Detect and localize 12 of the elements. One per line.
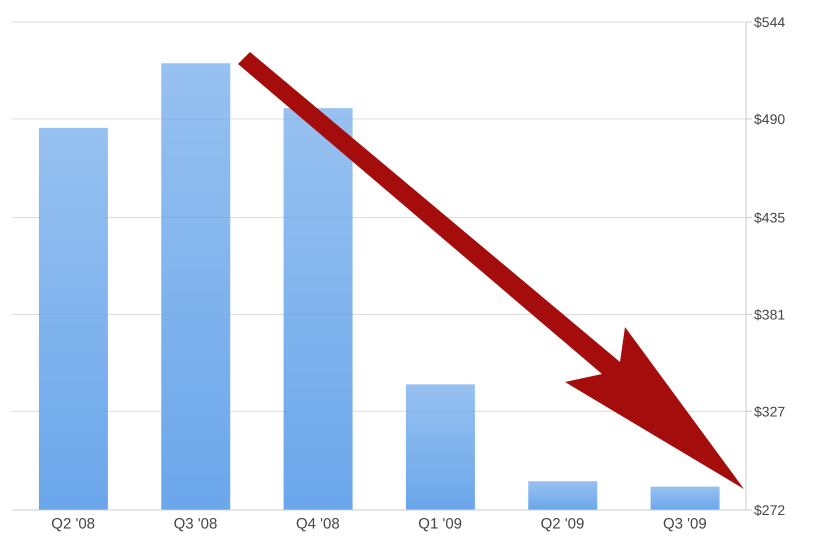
y-tick-label: $435 <box>754 210 786 226</box>
x-tick-label: Q3 '09 <box>662 516 707 533</box>
y-tick-label: $327 <box>754 403 786 420</box>
y-tick-label: $490 <box>754 110 786 127</box>
x-tick-label: Q2 '09 <box>540 516 584 533</box>
x-tick-label: Q1 '09 <box>418 516 462 533</box>
y-tick-label: $544 <box>754 14 786 30</box>
x-tick-label: Q3 '08 <box>174 516 218 533</box>
x-tick-label: Q4 '08 <box>296 516 340 533</box>
y-tick-label: $381 <box>754 306 786 322</box>
x-tick-label: Q2 '08 <box>51 516 96 533</box>
y-tick-label: $272 <box>754 502 786 518</box>
